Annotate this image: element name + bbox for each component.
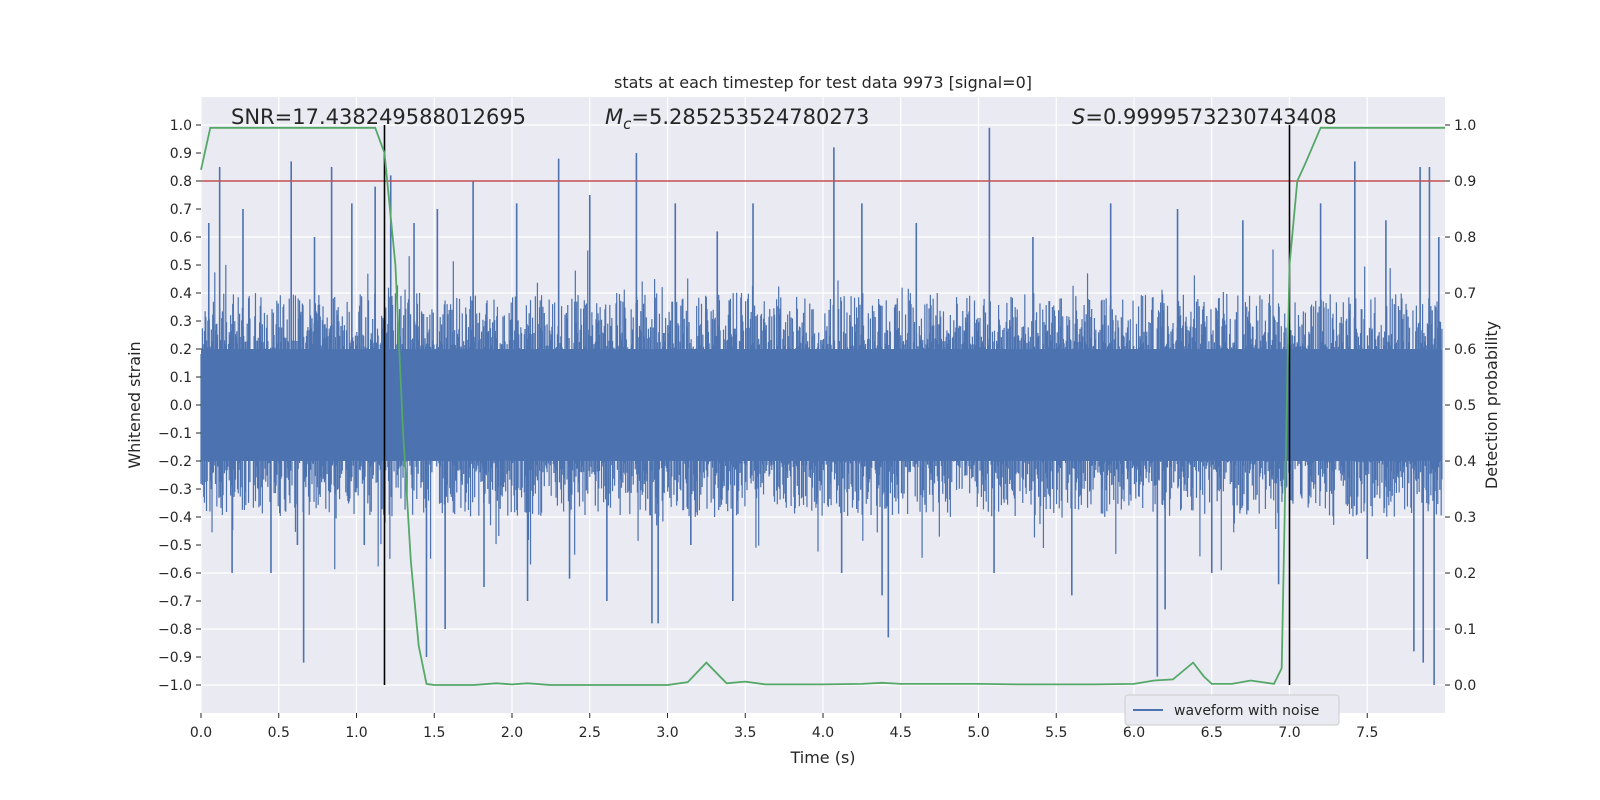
x-tick-label: 6.5	[1201, 725, 1223, 741]
x-tick-label: 4.5	[890, 725, 912, 741]
y-left-tick-label: −0.4	[158, 510, 192, 526]
x-axis-ticks: 0.0 0.5 1.0 1.5 2.0 2.5 3.0 3.5 4.0 4.5 5.0 5.5 6.0 6…	[190, 713, 1378, 741]
chirp-mass-value: =5.285253524780273	[631, 105, 869, 129]
y-right-tick-label: 0.6	[1454, 342, 1476, 358]
y-right-tick-label: 0.0	[1454, 678, 1476, 694]
strain-layer	[200, 127, 1443, 685]
chirp-mass-annotation: Mc=5.285253524780273	[605, 105, 869, 133]
x-tick-label: 1.0	[345, 725, 367, 741]
y-axis-right-label: Detection probability	[1482, 321, 1501, 489]
y-right-tick-label: 0.7	[1454, 286, 1476, 302]
y-left-tick-label: −0.8	[158, 622, 192, 638]
strain-core-band	[201, 349, 1442, 461]
x-tick-label: 3.0	[656, 725, 678, 741]
y-left-tick-label: −0.2	[158, 454, 192, 470]
x-tick-label: 2.5	[579, 725, 601, 741]
x-tick-label: 6.0	[1123, 725, 1145, 741]
x-tick-label: 1.5	[423, 725, 445, 741]
y-left-tick-label: −0.5	[158, 538, 192, 554]
y-left-tick-label: 0.0	[170, 398, 192, 414]
y-left-tick-label: 0.5	[170, 258, 192, 274]
legend-box	[1124, 694, 1340, 726]
x-tick-label: 7.0	[1278, 725, 1300, 741]
y-right-tick-label: 1.0	[1454, 118, 1476, 134]
x-tick-label: 5.5	[1045, 725, 1067, 741]
score-symbol: S	[1072, 105, 1085, 129]
y-left-tick-label: −0.7	[158, 594, 192, 610]
chart-title: stats at each timestep for test data 997…	[614, 73, 1032, 92]
y-axis-left-ticks: 1.0 0.9 0.8 0.7 0.6 0.5 0.4 0.3 0.2 0.1 0.0 −0.1 −0.…	[158, 118, 201, 694]
snr-annotation: SNR=17.438249588012695	[231, 105, 526, 129]
y-right-tick-label: 0.9	[1454, 174, 1476, 190]
x-tick-label: 5.0	[967, 725, 989, 741]
y-left-tick-label: −1.0	[158, 678, 192, 694]
y-right-tick-label: 0.8	[1454, 230, 1476, 246]
x-tick-label: 0.0	[190, 725, 212, 741]
chirp-mass-symbol: M	[605, 105, 623, 129]
detection-probability-line	[200, 126, 1445, 686]
x-tick-label: 2.0	[501, 725, 523, 741]
score-value: =0.9999573230743408	[1085, 105, 1336, 129]
y-left-tick-label: 0.1	[170, 370, 192, 386]
y-left-tick-label: 0.6	[170, 230, 192, 246]
y-right-tick-label: 0.1	[1454, 622, 1476, 638]
y-left-tick-label: −0.3	[158, 482, 192, 498]
x-tick-label: 3.5	[734, 725, 756, 741]
y-left-tick-label: −0.6	[158, 566, 192, 582]
y-left-tick-label: 0.4	[170, 286, 192, 302]
y-left-tick-label: 0.7	[170, 202, 192, 218]
y-right-tick-label: 0.2	[1454, 566, 1476, 582]
legend-label: waveform with noise	[1174, 703, 1319, 719]
marker-lines	[383, 125, 1291, 685]
y-right-tick-label: 0.5	[1454, 398, 1476, 414]
y-left-tick-label: 1.0	[170, 118, 192, 134]
y-left-tick-label: 0.8	[170, 174, 192, 190]
y-axis-left-label: Whitened strain	[125, 341, 144, 468]
x-tick-label: 0.5	[268, 725, 290, 741]
y-axis-right-ticks: 1.0 0.9 0.8 0.7 0.6 0.5 0.4 0.3 0.2 0.1 0.0	[1445, 118, 1476, 694]
score-annotation: S=0.9999573230743408	[1072, 105, 1337, 129]
y-right-tick-label: 0.4	[1454, 454, 1476, 470]
y-left-tick-label: 0.2	[170, 342, 192, 358]
y-right-tick-label: 0.3	[1454, 510, 1476, 526]
y-left-tick-label: 0.9	[170, 146, 192, 162]
chirp-mass-subscript: c	[623, 115, 632, 133]
y-left-tick-label: −0.1	[158, 426, 192, 442]
y-left-tick-label: 0.3	[170, 314, 192, 330]
x-axis-label: Time (s)	[789, 748, 855, 767]
x-tick-label: 7.5	[1356, 725, 1378, 741]
legend: waveform with noise	[1124, 694, 1340, 726]
x-tick-label: 4.0	[812, 725, 834, 741]
y-left-tick-label: −0.9	[158, 650, 192, 666]
